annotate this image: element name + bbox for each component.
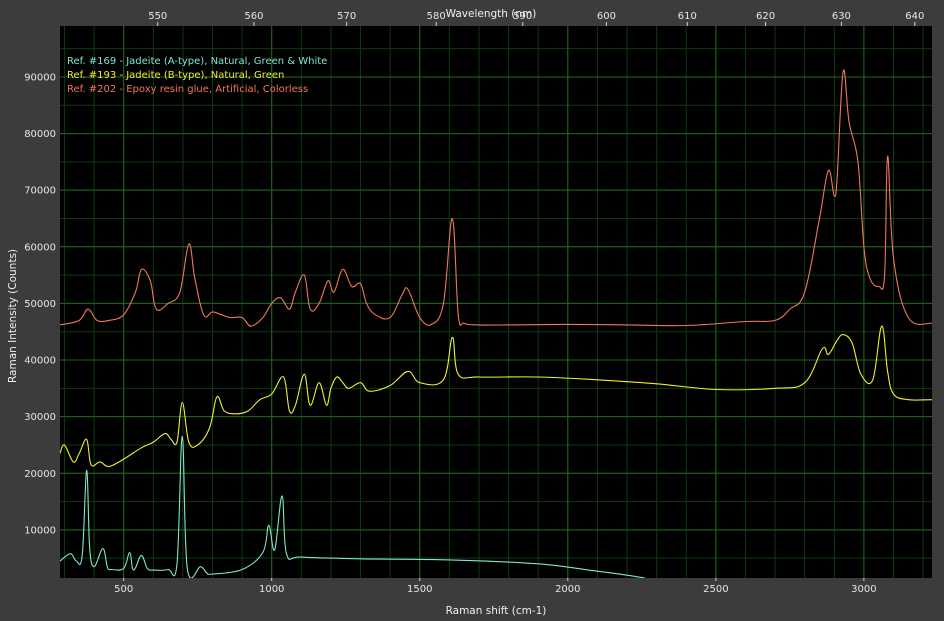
series-line-2 [60, 325, 932, 468]
top-axis-label: Wavelength (nm) [446, 8, 537, 20]
x-tick-label: 1500 [407, 584, 432, 595]
x-tick-label: 500 [114, 584, 133, 595]
y-tick-label: 60000 [24, 242, 56, 253]
series-line-3 [60, 69, 932, 327]
top-tick-label: 570 [337, 11, 356, 22]
plot-area[interactable] [60, 26, 932, 578]
x-tick-label: 2000 [555, 584, 580, 595]
top-tick-label: 600 [597, 11, 616, 22]
y-tick-label: 50000 [24, 299, 56, 310]
top-tick-label: 580 [427, 11, 446, 22]
series-layer [60, 69, 932, 578]
top-tick-label: 610 [678, 11, 697, 22]
legend-entry-2: Ref. #193 - Jadeite (B-type), Natural, G… [67, 70, 285, 81]
top-tick-label: 560 [244, 11, 263, 22]
y-tick-label: 40000 [24, 356, 56, 367]
top-tick-label: 630 [832, 11, 851, 22]
top-tick-label: 550 [148, 11, 167, 22]
x-tick-label: 1000 [259, 584, 284, 595]
y-tick-label: 80000 [24, 129, 56, 140]
top-tick-label: 640 [905, 11, 924, 22]
series-line-1 [60, 435, 645, 578]
y-tick-label: 70000 [24, 186, 56, 197]
axes: 500 1000 1500 2000 2500 3000 10000 20000 30000 40… [24, 11, 924, 595]
x-tick-label: 3000 [851, 584, 876, 595]
x-tick-label: 2500 [703, 584, 728, 595]
grid-lines [60, 26, 932, 578]
legend-entry-1: Ref. #169 - Jadeite (A-type), Natural, G… [67, 56, 328, 67]
y-tick-label: 20000 [24, 469, 56, 480]
y-tick-label: 30000 [24, 412, 56, 423]
legend: Ref. #169 - Jadeite (A-type), Natural, G… [67, 55, 327, 97]
y-tick-label: 10000 [24, 525, 56, 536]
x-axis-label: Raman shift (cm-1) [446, 605, 547, 617]
top-tick-label: 590 [513, 11, 532, 22]
top-tick-label: 620 [756, 11, 775, 22]
y-axis-label: Raman Intensity (Counts) [7, 249, 19, 383]
legend-entry-3: Ref. #202 - Epoxy resin glue, Artificial… [67, 84, 309, 95]
y-tick-label: 90000 [24, 72, 56, 83]
